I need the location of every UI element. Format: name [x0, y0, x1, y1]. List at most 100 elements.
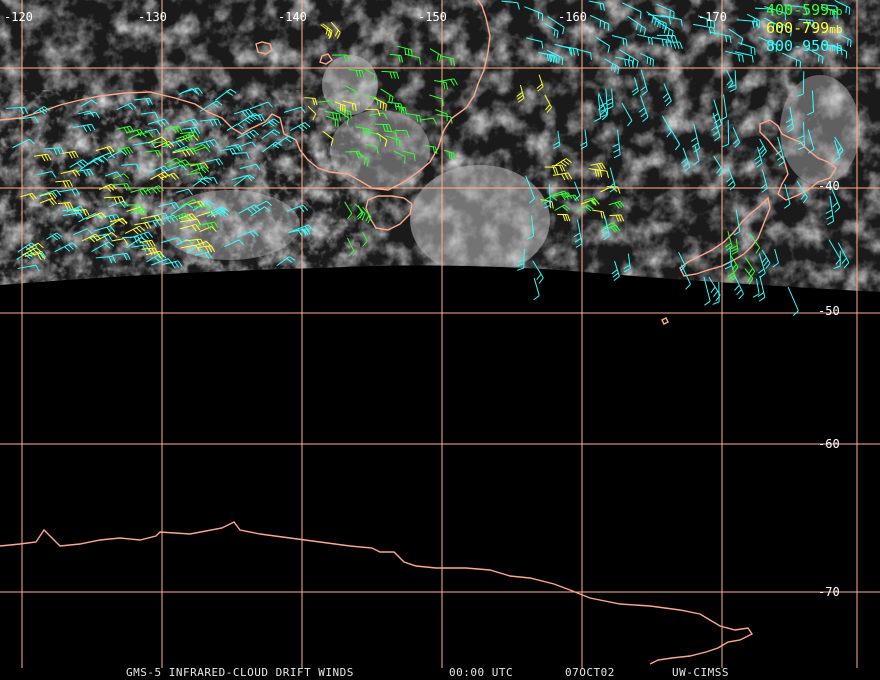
wind-barb-294: [501, 0, 520, 10]
wind-barb-194: [344, 85, 357, 99]
wind-barb-389: [725, 230, 733, 251]
wind-barb-186: [369, 112, 388, 120]
wind-barb-226: [307, 105, 317, 121]
wind-barb-58: [17, 264, 40, 272]
wind-barb-351: [574, 181, 581, 201]
wind-barb-348: [601, 215, 611, 241]
wind-barb-25: [158, 201, 180, 210]
wind-barb-90: [46, 232, 63, 241]
wind-barb-144: [109, 217, 128, 225]
pressure-legend: 400-599mb 600-799mb 800-950mb: [766, 1, 842, 55]
wind-barb-52: [226, 123, 244, 132]
wind-barb-162: [185, 163, 204, 171]
wind-barb-45: [292, 224, 314, 234]
lat-label-40s: -40: [818, 179, 840, 193]
wind-barb-314: [820, 4, 839, 13]
wind-barb-225: [322, 130, 334, 146]
wind-barb-106: [57, 188, 80, 196]
wind-barb-201: [385, 135, 401, 148]
wind-barb-105: [12, 138, 35, 149]
wind-barb-229: [376, 132, 388, 147]
wind-barb-310: [538, 51, 556, 63]
wind-barb-185: [393, 150, 406, 164]
wind-barb-84: [224, 239, 245, 248]
wind-barb-358: [580, 129, 588, 150]
wind-barb-1: [200, 118, 222, 127]
wind-barb-72: [176, 188, 193, 196]
wind-barb-256: [584, 197, 599, 205]
wind-barb-51: [206, 206, 230, 218]
wind-barb-198: [394, 105, 408, 115]
wind-barb-303: [544, 22, 559, 39]
coastlines: [0, 0, 837, 665]
wind-barb-18: [238, 204, 261, 214]
wind-barb-273: [734, 51, 754, 63]
wind-barb-42: [261, 129, 281, 140]
wind-barb-232: [362, 231, 368, 247]
wind-barb-270: [640, 52, 654, 67]
wind-barb-347: [533, 277, 540, 301]
footer-time: 00:00 UTC: [449, 666, 513, 679]
wind-barb-250: [551, 164, 566, 172]
wind-barb-191: [405, 112, 422, 123]
wind-barb-8: [131, 244, 150, 252]
wind-barb-282: [838, 33, 852, 48]
wind-barb-240: [588, 168, 603, 178]
wind-barb-324: [828, 239, 841, 265]
wind-barb-244: [609, 214, 625, 222]
wind-barb-295: [736, 19, 759, 29]
wind-barb-292: [693, 23, 716, 35]
wind-barb-192: [325, 115, 339, 128]
wind-barb-99: [233, 174, 256, 187]
wind-barb-128: [57, 202, 74, 210]
wind-barb-305: [604, 58, 620, 75]
wind-barb-279: [655, 20, 674, 39]
wind-barb-293: [805, 47, 824, 64]
wind-barb-187: [443, 149, 455, 161]
wind-barb-34: [272, 135, 296, 147]
wind-barb-100: [178, 87, 198, 96]
wind-barb-318: [752, 278, 760, 298]
wind-barb-118: [104, 196, 126, 204]
wind-barb-352: [681, 264, 691, 290]
wind-barb-380: [662, 115, 672, 138]
wind-barb-69: [289, 228, 309, 236]
wind-barb-312: [697, 15, 715, 29]
wind-barb-317: [516, 248, 525, 271]
wind-barb-189: [366, 95, 379, 105]
wind-barb-139: [180, 218, 202, 226]
wind-barb-66: [198, 177, 218, 185]
wind-barb-325: [712, 282, 720, 305]
wind-barb-188: [439, 55, 455, 66]
wind-barb-29: [162, 260, 183, 269]
lat-label-50s: -50: [818, 304, 840, 318]
wind-barb-32: [32, 106, 50, 115]
wind-barb-148: [25, 242, 44, 251]
wind-barb-353: [758, 253, 766, 278]
wind-barb-373: [775, 136, 785, 167]
wind-barb-272: [646, 11, 660, 28]
wind-barb-54: [186, 246, 203, 254]
wind-barb-217: [384, 130, 398, 139]
wind-barb-297: [709, 31, 732, 44]
wind-barb-181: [180, 199, 200, 207]
wind-barb-396: [544, 94, 552, 113]
lon-label-170w: -170: [698, 10, 727, 24]
wind-barb-152: [111, 238, 129, 245]
wind-barb-222: [380, 88, 394, 104]
wind-barb-255: [554, 204, 571, 212]
wind-barb-275: [725, 50, 744, 63]
lon-label-130w: -130: [138, 10, 167, 24]
wind-barb-80: [238, 115, 256, 125]
wind-barb-210: [318, 100, 335, 108]
wind-barb-70: [214, 88, 237, 101]
wind-barb-304: [798, 18, 816, 28]
wind-barb-334: [532, 260, 544, 284]
wind-barb-316: [573, 219, 583, 248]
wind-barb-233: [346, 237, 355, 257]
wind-barb-313: [656, 34, 678, 43]
wind-barb-349: [796, 71, 805, 97]
wind-barb-135: [85, 212, 107, 220]
wind-barb-331: [834, 136, 844, 157]
wind-barb-133: [193, 240, 212, 247]
